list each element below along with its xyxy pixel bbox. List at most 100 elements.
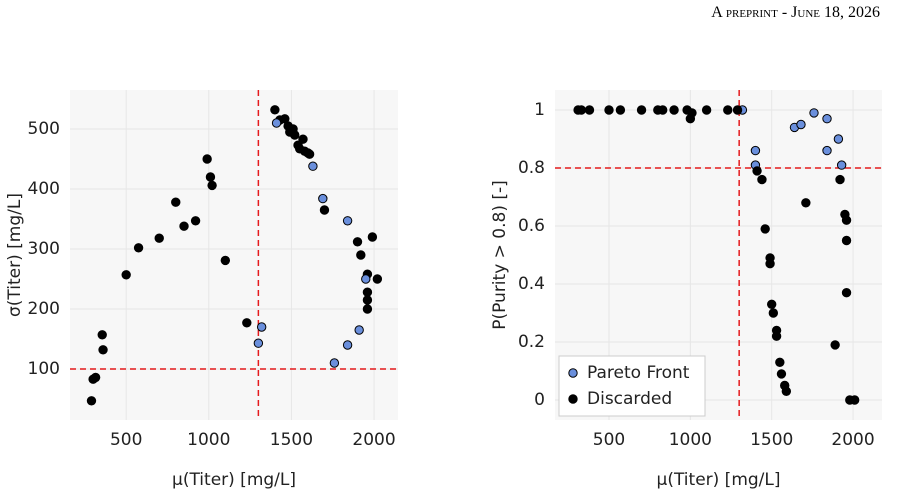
legend-box [558, 355, 706, 417]
point [190, 216, 201, 226]
point [367, 232, 378, 242]
point [270, 105, 280, 115]
point [271, 118, 282, 128]
point [765, 258, 775, 269]
point [732, 105, 743, 115]
point [342, 216, 353, 226]
point [835, 174, 845, 185]
point [362, 287, 373, 297]
point [308, 161, 318, 171]
x-tick-label: 1000 [187, 430, 230, 450]
x-tick-label: 1500 [750, 430, 793, 450]
point [752, 166, 762, 176]
point [760, 224, 770, 234]
y-tick-label: 0.8 [518, 158, 545, 178]
point [304, 149, 315, 159]
plot-area [70, 90, 398, 420]
point [352, 237, 363, 247]
point [361, 274, 371, 284]
x-tick-label: 500 [593, 430, 625, 450]
point [121, 270, 131, 280]
running-header: A preprint - June 18, 2026 [711, 4, 880, 21]
point [750, 145, 761, 156]
point [253, 338, 264, 348]
point [796, 119, 806, 130]
point [766, 299, 777, 309]
x-tick-label: 1000 [669, 430, 712, 450]
point [362, 295, 373, 305]
point [356, 250, 366, 260]
point [207, 180, 217, 191]
point [809, 108, 819, 118]
x-tick-label: 500 [110, 430, 142, 450]
point [841, 215, 852, 225]
y-tick-label: 400 [28, 179, 60, 199]
y-tick-label: 300 [28, 239, 60, 259]
y-tick-label: 100 [28, 359, 60, 379]
point [701, 105, 712, 115]
point [781, 386, 792, 396]
y-tick-label: 500 [28, 119, 60, 139]
point [841, 235, 852, 246]
point [841, 287, 852, 298]
point [822, 114, 832, 124]
point [584, 105, 595, 115]
point [133, 243, 144, 253]
x-tick-label: 2000 [352, 430, 395, 450]
x-tick-label: 1500 [270, 430, 313, 450]
point [776, 369, 787, 379]
point [372, 274, 383, 284]
point [90, 372, 101, 383]
point [171, 197, 181, 207]
legend-label: Discarded [587, 389, 672, 409]
y-tick-label: 0 [534, 390, 545, 410]
y-axis-label: P(Purity > 0.8) [-] [490, 180, 510, 330]
point [202, 154, 212, 164]
point [833, 134, 844, 144]
point [205, 172, 216, 182]
legend-marker [568, 394, 578, 404]
point [319, 205, 330, 215]
legend-marker [568, 368, 578, 378]
point [801, 198, 811, 208]
point [757, 174, 767, 185]
point [669, 105, 679, 115]
point [687, 108, 697, 118]
point [775, 357, 785, 367]
point [97, 330, 107, 340]
point [154, 233, 164, 243]
point [576, 105, 587, 115]
point [836, 160, 847, 170]
y-tick-label: 0.2 [518, 332, 545, 352]
point [362, 304, 373, 314]
point [657, 105, 668, 115]
y-tick-label: 200 [28, 299, 60, 319]
legend-label: Pareto Front [587, 363, 690, 383]
point [342, 340, 353, 350]
point [86, 396, 97, 406]
point [98, 345, 108, 355]
x-axis-label: μ(Titer) [mg/L] [657, 470, 781, 490]
y-tick-label: 0.6 [518, 216, 545, 236]
point [242, 318, 252, 328]
y-axis-label: σ(Titer) [mg/L] [5, 193, 25, 317]
point [179, 221, 189, 231]
point [849, 395, 860, 405]
point [354, 325, 364, 335]
point [830, 340, 840, 350]
x-axis-label: μ(Titer) [mg/L] [172, 470, 296, 490]
point [318, 193, 328, 204]
point [615, 105, 626, 115]
point [768, 308, 779, 318]
point [256, 322, 267, 332]
point [290, 130, 300, 140]
y-tick-label: 1 [534, 100, 545, 120]
point [771, 331, 782, 341]
point [604, 105, 614, 115]
point [636, 105, 647, 115]
point [822, 145, 832, 156]
x-tick-label: 2000 [831, 430, 874, 450]
point [329, 358, 340, 368]
